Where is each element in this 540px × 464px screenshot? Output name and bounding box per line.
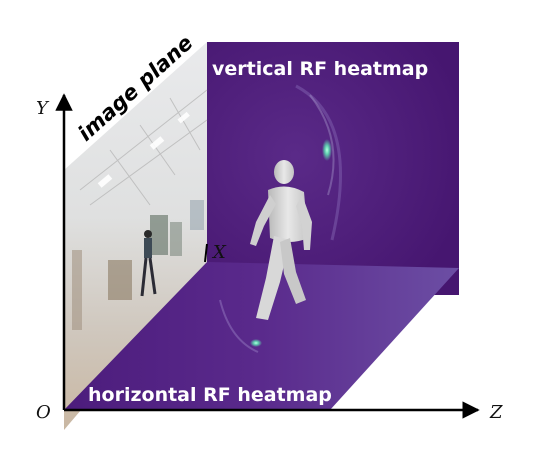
horizontal-heatmap-panel: horizontal RF heatmap — [64, 262, 459, 410]
photo-person — [140, 230, 157, 297]
axes: Y O X Z — [36, 93, 503, 423]
horizontal-hotspot — [250, 339, 262, 347]
vertical-hotspot — [322, 139, 332, 161]
x-axis-tick — [204, 243, 208, 263]
walking-person-figure — [250, 160, 312, 320]
vertical-heatmap-label: vertical RF heatmap — [212, 58, 428, 80]
image-plane-panel: image plane — [64, 31, 208, 430]
origin-label: O — [36, 402, 51, 423]
horizontal-heatmap-label: horizontal RF heatmap — [88, 384, 332, 406]
vertical-heatmap-panel: vertical RF heatmap — [207, 42, 459, 295]
z-axis-label: Z — [489, 402, 503, 423]
x-axis-label: X — [211, 242, 227, 263]
y-axis-label: Y — [36, 98, 50, 119]
